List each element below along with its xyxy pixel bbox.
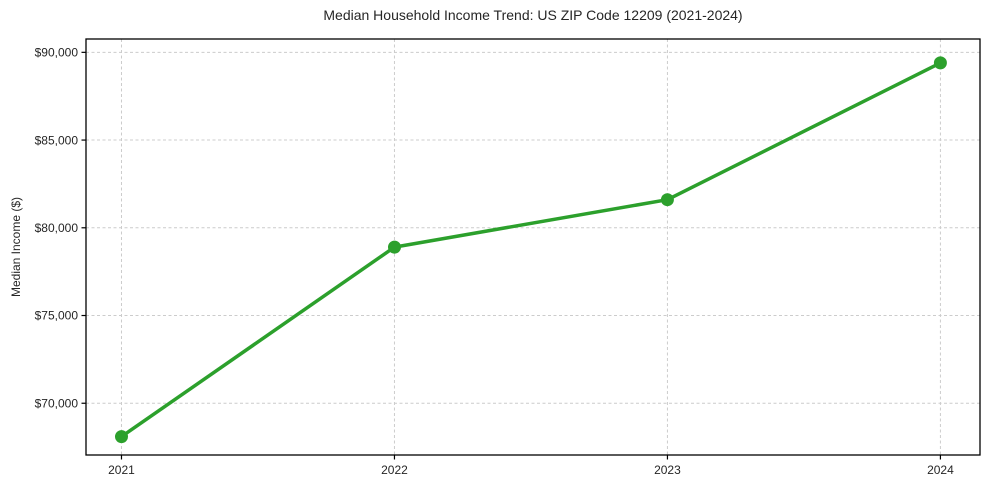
data-point-marker bbox=[115, 430, 128, 444]
y-tick-label: $70,000 bbox=[35, 396, 79, 410]
x-tick-label: 2023 bbox=[654, 463, 681, 477]
data-point-marker bbox=[388, 240, 401, 254]
y-tick-label: $75,000 bbox=[35, 309, 79, 323]
y-tick-label: $85,000 bbox=[35, 133, 79, 147]
y-tick-label: $90,000 bbox=[35, 46, 79, 60]
x-tick-label: 2022 bbox=[381, 463, 408, 477]
series-line bbox=[119, 61, 943, 439]
chart-title: Median Household Income Trend: US ZIP Co… bbox=[323, 7, 743, 23]
plot-border bbox=[85, 38, 981, 456]
x-tick-label: 2021 bbox=[108, 463, 135, 477]
y-axis-label: Median Income ($) bbox=[9, 196, 23, 298]
x-tick-label: 2024 bbox=[927, 463, 954, 477]
data-point-marker bbox=[933, 56, 947, 70]
y-tick-label: $80,000 bbox=[35, 221, 79, 235]
data-point-marker bbox=[660, 193, 674, 207]
